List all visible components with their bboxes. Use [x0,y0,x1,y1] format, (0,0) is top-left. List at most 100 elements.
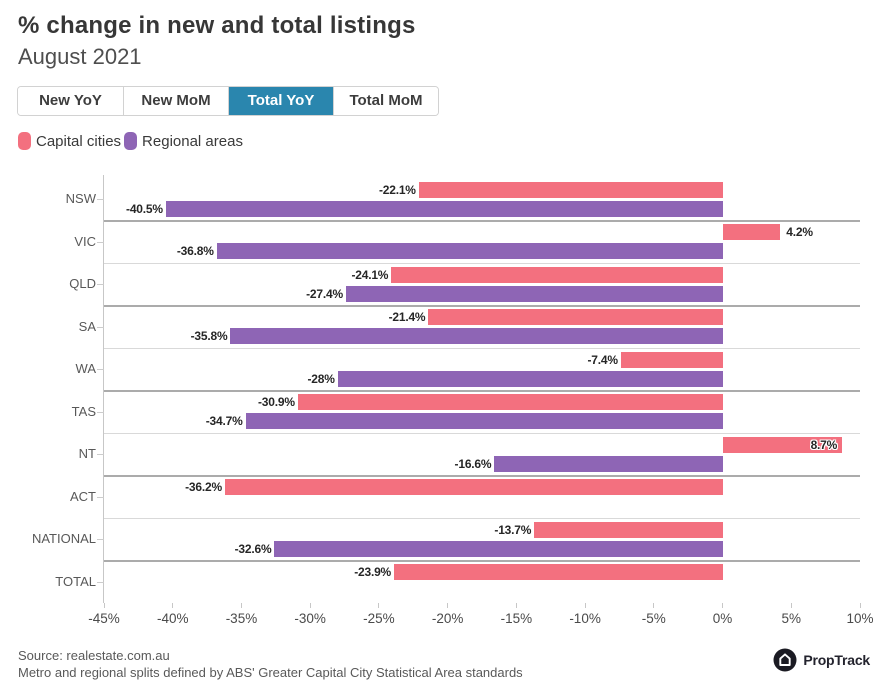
x-axis-tick-label: 5% [781,611,802,626]
x-axis-tick-label: -15% [500,611,533,626]
category-label-vic: VIC [74,233,96,249]
row-separator [104,433,860,434]
proptrack-house-icon [773,648,797,672]
legend-label: Regional areas [142,132,243,150]
category-tick [97,496,104,498]
x-axis-tick [103,603,105,608]
row-separator [104,518,860,519]
value-label: 4.2% [786,225,813,240]
proptrack-logo-text: PropTrack [803,652,870,668]
bar-capital-cities-qld [391,266,723,283]
value-label: -34.7% [205,414,243,429]
bar-capital-cities-sa [428,309,723,326]
bar-regional-areas-nt [494,455,723,472]
category-tick [97,539,104,541]
chart-legend: Capital cities Regional areas [18,132,243,150]
bar-capital-cities-nt [722,436,843,453]
category-tick [97,241,104,243]
category-label-nt: NT [78,446,96,462]
bar-capital-cities-nsw [418,181,723,198]
value-label: -40.5% [126,201,163,216]
value-label: -32.6% [234,541,272,556]
tab-new-yoy[interactable]: New YoY [18,87,123,115]
bar-regional-areas-sa [230,328,723,345]
x-axis-tick-label: 10% [846,611,874,626]
category-label-sa: SA [78,318,96,334]
x-axis-tick [447,603,449,608]
metric-tabbar: New YoY New MoM Total YoY Total MoM [17,86,439,116]
value-label: -22.1% [378,182,416,197]
x-axis-tick [515,603,517,608]
bar-regional-areas-tas [245,413,723,430]
x-axis-tick [859,603,861,608]
legend-item-regional-areas: Regional areas [124,132,243,150]
methodology-note: Metro and regional splits defined by ABS… [18,665,523,680]
category-label-national: NATIONAL [31,531,96,547]
value-label: -16.6% [454,456,492,471]
proptrack-logo: PropTrack [773,648,870,672]
page-subtitle: August 2021 [18,44,142,69]
x-axis-tick [378,603,380,608]
category-tick [97,284,104,286]
row-separator [104,263,860,264]
row-separator [104,304,860,307]
x-axis-tick-label: -45% [88,611,120,626]
value-label: -7.4% [587,352,618,367]
bar-regional-areas-wa [337,370,723,387]
value-label: -36.2% [185,480,222,495]
legend-label: Capital cities [36,132,122,150]
bar-capital-cities-vic [722,224,781,241]
capital-cities-swatch-icon [18,132,31,150]
value-label: -30.9% [257,395,295,410]
value-label: -35.8% [190,329,228,344]
tab-new-mom[interactable]: New MoM [123,87,228,115]
bar-regional-areas-qld [345,285,723,302]
y-axis-line [103,175,104,603]
page-title: % change in new and total listings [18,12,416,39]
value-label: 8.7% [810,437,838,452]
category-label-wa: WA [75,361,96,377]
category-label-act: ACT [70,488,96,504]
category-tick [97,199,104,201]
category-label-nsw: NSW [65,191,96,207]
bar-regional-areas-nsw [165,200,723,217]
tab-total-yoy[interactable]: Total YoY [228,87,333,115]
row-separator [104,559,860,562]
category-tick [97,369,104,371]
category-tick [97,454,104,456]
x-axis-tick-label: -35% [225,611,258,626]
bar-capital-cities-total [394,564,723,581]
x-axis-tick [240,603,242,608]
x-axis-tick-label: -10% [569,611,601,626]
category-tick [97,411,104,413]
source-text: Source: realestate.com.au [18,648,170,663]
value-label: -21.4% [388,310,426,325]
category-label-qld: QLD [69,276,96,292]
x-axis-tick [653,603,655,608]
bar-capital-cities-tas [297,394,723,411]
value-label: -23.9% [354,565,392,580]
x-axis-tick-label: 0% [712,611,733,626]
x-axis-tick-label: -30% [294,611,326,626]
value-label: -27.4% [306,286,343,301]
row-separator [104,219,860,222]
value-label: -28% [307,371,335,386]
x-axis-tick-label: -25% [363,611,395,626]
x-axis-tick [790,603,792,608]
x-axis-tick-label: -40% [156,611,189,626]
bar-capital-cities-national [534,521,723,538]
category-tick [97,326,104,328]
category-label-total: TOTAL [55,573,96,589]
bar-regional-areas-national [274,540,723,557]
x-axis-tick-label: -20% [431,611,464,626]
bar-regional-areas-vic [216,243,723,260]
regional-areas-swatch-icon [124,132,138,150]
tab-total-mom[interactable]: Total MoM [333,87,438,115]
legend-item-capital-cities: Capital cities [18,132,121,150]
x-axis-tick [722,603,724,608]
bar-capital-cities-act [224,479,723,496]
x-axis-tick [584,603,586,608]
x-axis-tick-label: -5% [641,611,666,626]
row-separator [104,389,860,392]
x-axis-tick [172,603,174,608]
